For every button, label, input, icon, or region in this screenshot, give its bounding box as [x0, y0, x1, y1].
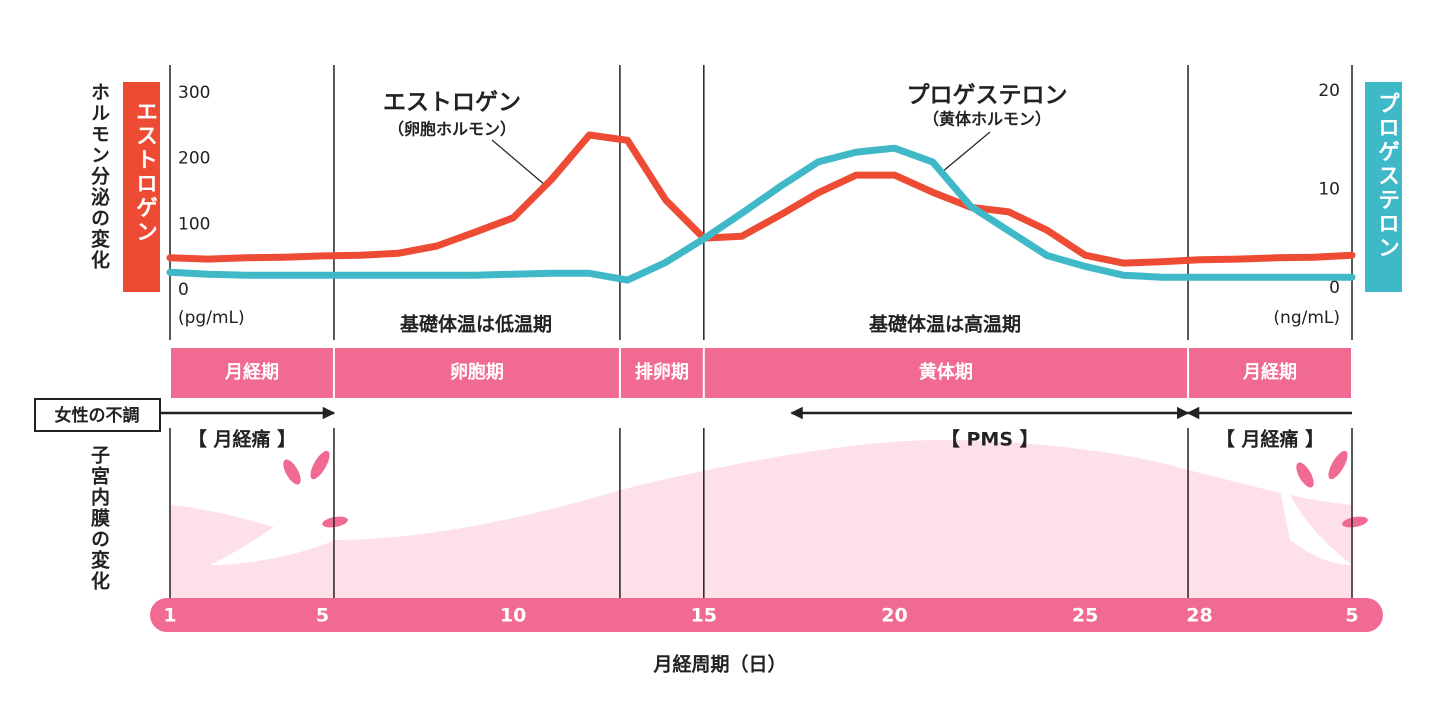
shed-lining	[1280, 490, 1352, 565]
phase-band	[620, 348, 703, 398]
left-axis-title: エストロゲン	[132, 100, 157, 244]
phase-label: 卵胞期	[450, 361, 504, 383]
leader-line	[941, 131, 991, 173]
phase-band	[1189, 348, 1351, 398]
temperature-label: 基礎体温は高温期	[868, 313, 1021, 336]
symptoms-box	[34, 398, 161, 432]
x-tick-label: 25	[1072, 605, 1098, 627]
y2-tick-label: 20	[1318, 81, 1340, 101]
left-axis-band	[123, 82, 160, 292]
x-tick-label: 5	[316, 605, 329, 627]
lining-label: 子宮内膜の変化	[88, 445, 110, 592]
x-tick-label: 1	[163, 605, 176, 627]
shed-lining	[210, 480, 335, 565]
phase-band	[334, 348, 619, 398]
y-tick-label: 200	[178, 149, 210, 169]
phase-band	[704, 348, 1188, 398]
x-axis-label: 月経周期（日）	[652, 653, 786, 676]
y2-tick-label: 0	[1329, 278, 1340, 298]
x-tick-label: 20	[881, 605, 907, 627]
phase-label: 月経期	[224, 361, 279, 383]
phase-label: 排卵期	[635, 361, 689, 383]
y-tick-label: 300	[178, 83, 210, 103]
leader-line	[491, 139, 546, 186]
temperature-label: 基礎体温は低温期	[399, 313, 552, 336]
hormone-label: ホルモン分泌の変化	[88, 82, 110, 271]
right-axis-title: プロゲステロン	[1374, 92, 1399, 260]
symptoms-label: 女性の不調	[55, 405, 140, 426]
x-tick-label: 10	[500, 605, 526, 627]
series-sublabel: （卵胞ホルモン）	[388, 120, 516, 139]
x-tick-label: 5	[1345, 605, 1358, 627]
symptom-label: 【 月経痛 】	[1216, 428, 1324, 451]
drops	[283, 450, 1368, 528]
symptom-label: 【 PMS 】	[941, 428, 1039, 451]
y-axis-unit: (pg/mL)	[178, 308, 245, 328]
phase-label: 黄体期	[919, 361, 973, 383]
y2-tick-label: 10	[1318, 180, 1340, 200]
x-tick-label: 28	[1186, 605, 1212, 627]
y2-axis-unit: (ng/mL)	[1273, 308, 1340, 328]
series-label: プロゲステロン	[907, 83, 1068, 109]
symptom-label: 【 月経痛 】	[188, 428, 296, 451]
right-axis-band	[1365, 82, 1402, 292]
x-tick-label: 15	[691, 605, 717, 627]
phase-label: 月経期	[1242, 361, 1297, 383]
y-tick-label: 0	[178, 280, 189, 300]
x-axis-pill	[150, 598, 1383, 632]
endometrium-area	[170, 440, 1352, 598]
phase-band	[171, 348, 333, 398]
series-line	[166, 144, 1356, 284]
y-tick-label: 100	[178, 214, 210, 234]
series-label: エストロゲン	[383, 90, 521, 116]
series-line	[166, 131, 1356, 267]
series-sublabel: （黄体ホルモン）	[923, 110, 1051, 129]
